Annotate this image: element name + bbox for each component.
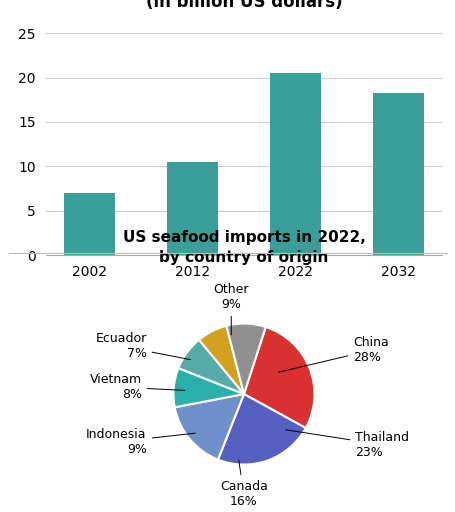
Wedge shape <box>198 326 243 394</box>
Wedge shape <box>217 394 305 464</box>
Text: Ecuador
7%: Ecuador 7% <box>95 332 190 360</box>
Wedge shape <box>173 368 243 407</box>
Wedge shape <box>226 324 265 394</box>
Bar <box>64 193 115 255</box>
Wedge shape <box>243 327 314 428</box>
Text: China
28%: China 28% <box>278 336 388 372</box>
Wedge shape <box>178 340 243 394</box>
Bar <box>372 93 423 255</box>
Text: Canada
16%: Canada 16% <box>220 460 267 508</box>
Text: Thailand
23%: Thailand 23% <box>285 430 409 459</box>
Text: Other
9%: Other 9% <box>213 283 248 335</box>
Title: US seafood imports in 2022,
by country of origin: US seafood imports in 2022, by country o… <box>122 230 364 265</box>
Text: Vietnam
8%: Vietnam 8% <box>89 373 184 401</box>
Bar <box>269 73 320 255</box>
Text: Indonesia
9%: Indonesia 9% <box>86 428 195 456</box>
Title: US seafood imports
(in billion US dollars): US seafood imports (in billion US dollar… <box>145 0 342 11</box>
Wedge shape <box>174 394 243 460</box>
Bar <box>167 162 218 255</box>
